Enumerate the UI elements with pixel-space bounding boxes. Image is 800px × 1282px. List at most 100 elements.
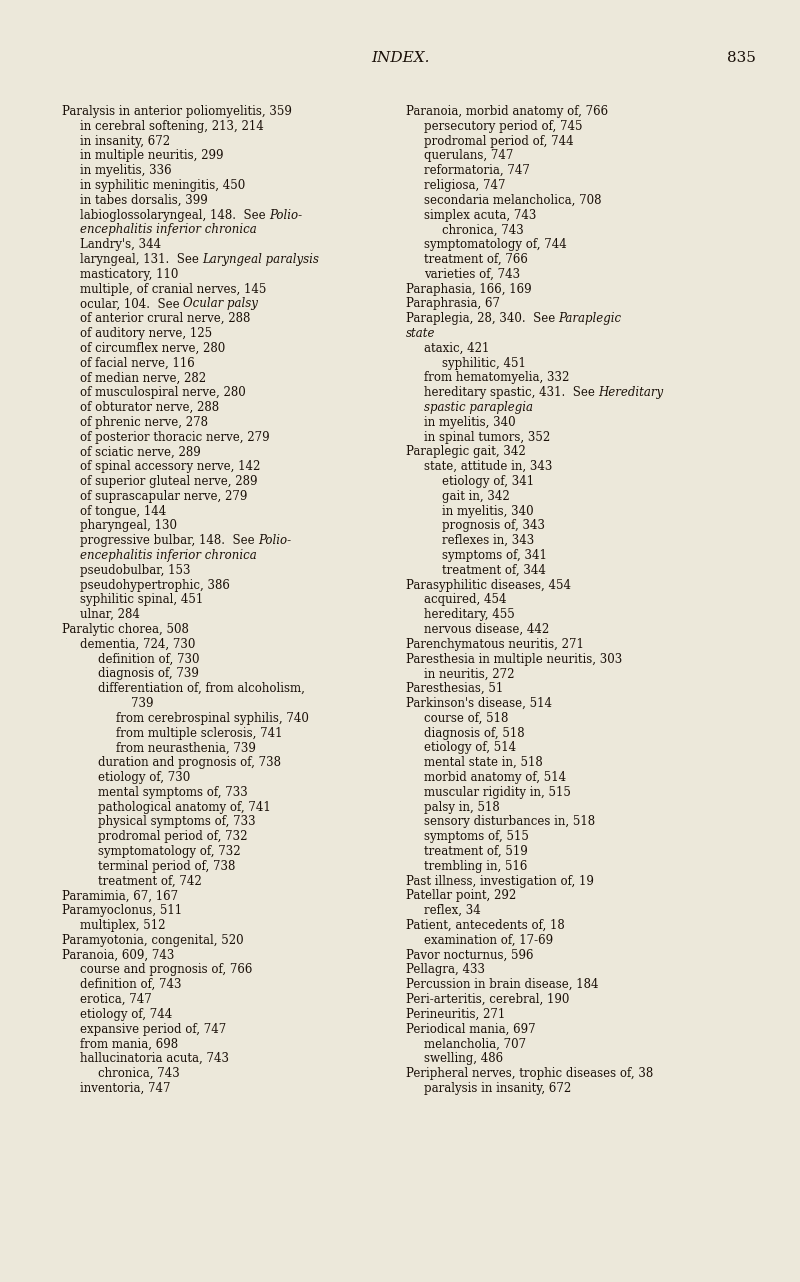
Text: in myelitis, 336: in myelitis, 336 [79, 164, 171, 177]
Text: querulans, 747: querulans, 747 [424, 150, 513, 163]
Text: chronica, 743: chronica, 743 [98, 1067, 179, 1079]
Text: Paresthesias, 51: Paresthesias, 51 [406, 682, 503, 695]
Text: Patient, antecedents of, 18: Patient, antecedents of, 18 [406, 919, 564, 932]
Text: prodromal period of, 744: prodromal period of, 744 [424, 135, 574, 147]
Text: duration and prognosis of, 738: duration and prognosis of, 738 [98, 756, 281, 769]
Text: Paraplegic gait, 342: Paraplegic gait, 342 [406, 445, 526, 459]
Text: Ocular palsy: Ocular palsy [183, 297, 258, 310]
Text: melancholia, 707: melancholia, 707 [424, 1037, 526, 1050]
Text: Paranoia, morbid anatomy of, 766: Paranoia, morbid anatomy of, 766 [406, 105, 608, 118]
Text: of circumflex nerve, 280: of circumflex nerve, 280 [79, 342, 225, 355]
Text: course of, 518: course of, 518 [424, 712, 508, 724]
Text: dementia, 724, 730: dementia, 724, 730 [79, 638, 195, 651]
Text: ataxic, 421: ataxic, 421 [424, 342, 489, 355]
Text: hallucinatoria acuta, 743: hallucinatoria acuta, 743 [79, 1053, 229, 1065]
Text: state: state [406, 327, 435, 340]
Text: Patellar point, 292: Patellar point, 292 [406, 890, 516, 903]
Text: treatment of, 766: treatment of, 766 [424, 253, 527, 265]
Text: Peripheral nerves, trophic diseases of, 38: Peripheral nerves, trophic diseases of, … [406, 1067, 653, 1079]
Text: trembling in, 516: trembling in, 516 [424, 860, 527, 873]
Text: mental state in, 518: mental state in, 518 [424, 756, 542, 769]
Text: of median nerve, 282: of median nerve, 282 [79, 372, 206, 385]
Text: Paranoia, 609, 743: Paranoia, 609, 743 [62, 949, 174, 962]
Text: in insanity, 672: in insanity, 672 [79, 135, 170, 147]
Text: course and prognosis of, 766: course and prognosis of, 766 [79, 963, 252, 977]
Text: symptomatology of, 744: symptomatology of, 744 [424, 238, 566, 251]
Text: Percussion in brain disease, 184: Percussion in brain disease, 184 [406, 978, 598, 991]
Text: mental symptoms of, 733: mental symptoms of, 733 [98, 786, 247, 799]
Text: Paralytic chorea, 508: Paralytic chorea, 508 [62, 623, 189, 636]
Text: Periodical mania, 697: Periodical mania, 697 [406, 1023, 535, 1036]
Text: Pavor nocturnus, 596: Pavor nocturnus, 596 [406, 949, 533, 962]
Text: from multiple sclerosis, 741: from multiple sclerosis, 741 [115, 727, 282, 740]
Text: in tabes dorsalis, 399: in tabes dorsalis, 399 [79, 194, 207, 206]
Text: diagnosis of, 739: diagnosis of, 739 [98, 668, 198, 681]
Text: of suprascapular nerve, 279: of suprascapular nerve, 279 [79, 490, 247, 503]
Text: in myelitis, 340: in myelitis, 340 [442, 505, 534, 518]
Text: labioglossolaryngeal, 148.  See: labioglossolaryngeal, 148. See [79, 209, 269, 222]
Text: of facial nerve, 116: of facial nerve, 116 [79, 356, 194, 369]
Text: acquired, 454: acquired, 454 [424, 594, 506, 606]
Text: from neurasthenia, 739: from neurasthenia, 739 [115, 741, 255, 754]
Text: ocular, 104.  See: ocular, 104. See [79, 297, 183, 310]
Text: religiosa, 747: religiosa, 747 [424, 179, 505, 192]
Text: pathological anatomy of, 741: pathological anatomy of, 741 [98, 800, 270, 814]
Text: encephalitis inferior chronica: encephalitis inferior chronica [79, 549, 256, 562]
Text: terminal period of, 738: terminal period of, 738 [98, 860, 235, 873]
Text: reflex, 34: reflex, 34 [424, 904, 480, 917]
Text: inventoria, 747: inventoria, 747 [79, 1082, 170, 1095]
Text: of obturator nerve, 288: of obturator nerve, 288 [79, 401, 218, 414]
Text: pseudobulbar, 153: pseudobulbar, 153 [79, 564, 190, 577]
Text: expansive period of, 747: expansive period of, 747 [79, 1023, 226, 1036]
Text: simplex acuta, 743: simplex acuta, 743 [424, 209, 536, 222]
Text: chronica, 743: chronica, 743 [442, 223, 523, 236]
Text: Laryngeal paralysis: Laryngeal paralysis [202, 253, 319, 265]
Text: paralysis in insanity, 672: paralysis in insanity, 672 [424, 1082, 571, 1095]
Text: hereditary, 455: hereditary, 455 [424, 608, 514, 622]
Text: diagnosis of, 518: diagnosis of, 518 [424, 727, 524, 740]
Text: Paramyoclonus, 511: Paramyoclonus, 511 [62, 904, 182, 917]
Text: spastic paraplegia: spastic paraplegia [424, 401, 533, 414]
Text: 739: 739 [115, 697, 153, 710]
Text: examination of, 17-69: examination of, 17-69 [424, 933, 553, 947]
Text: state, attitude in, 343: state, attitude in, 343 [424, 460, 552, 473]
Text: Polio-: Polio- [258, 535, 291, 547]
Text: encephalitis inferior chronica: encephalitis inferior chronica [79, 223, 256, 236]
Text: definition of, 743: definition of, 743 [79, 978, 181, 991]
Text: progressive bulbar, 148.  See: progressive bulbar, 148. See [79, 535, 258, 547]
Text: erotica, 747: erotica, 747 [79, 994, 151, 1006]
Text: Paresthesia in multiple neuritis, 303: Paresthesia in multiple neuritis, 303 [406, 653, 622, 665]
Text: prognosis of, 343: prognosis of, 343 [442, 519, 545, 532]
Text: of auditory nerve, 125: of auditory nerve, 125 [79, 327, 212, 340]
Text: INDEX.: INDEX. [370, 51, 430, 65]
Text: symptoms of, 515: symptoms of, 515 [424, 831, 529, 844]
Text: Paraplegic: Paraplegic [558, 313, 622, 326]
Text: gait in, 342: gait in, 342 [442, 490, 510, 503]
Text: Peri-arteritis, cerebral, 190: Peri-arteritis, cerebral, 190 [406, 994, 569, 1006]
Text: treatment of, 344: treatment of, 344 [442, 564, 546, 577]
Text: etiology of, 341: etiology of, 341 [442, 476, 534, 488]
Text: of posterior thoracic nerve, 279: of posterior thoracic nerve, 279 [79, 431, 270, 444]
Text: of phrenic nerve, 278: of phrenic nerve, 278 [79, 415, 208, 428]
Text: multiplex, 512: multiplex, 512 [79, 919, 165, 932]
Text: physical symptoms of, 733: physical symptoms of, 733 [98, 815, 255, 828]
Text: ulnar, 284: ulnar, 284 [79, 608, 139, 622]
Text: Perineuritis, 271: Perineuritis, 271 [406, 1008, 505, 1020]
Text: muscular rigidity in, 515: muscular rigidity in, 515 [424, 786, 570, 799]
Text: of anterior crural nerve, 288: of anterior crural nerve, 288 [79, 313, 250, 326]
Text: syphilitic, 451: syphilitic, 451 [442, 356, 526, 369]
Text: multiple, of cranial nerves, 145: multiple, of cranial nerves, 145 [79, 282, 266, 296]
Text: Pellagra, 433: Pellagra, 433 [406, 963, 485, 977]
Text: in spinal tumors, 352: in spinal tumors, 352 [424, 431, 550, 444]
Text: treatment of, 742: treatment of, 742 [98, 874, 202, 887]
Text: Paraphasia, 166, 169: Paraphasia, 166, 169 [406, 282, 531, 296]
Text: of tongue, 144: of tongue, 144 [79, 505, 166, 518]
Text: Paraphrasia, 67: Paraphrasia, 67 [406, 297, 499, 310]
Text: in myelitis, 340: in myelitis, 340 [424, 415, 515, 428]
Text: etiology of, 514: etiology of, 514 [424, 741, 516, 754]
Text: sensory disturbances in, 518: sensory disturbances in, 518 [424, 815, 594, 828]
Text: palsy in, 518: palsy in, 518 [424, 800, 499, 814]
Text: nervous disease, 442: nervous disease, 442 [424, 623, 549, 636]
Text: etiology of, 730: etiology of, 730 [98, 770, 190, 785]
Text: of spinal accessory nerve, 142: of spinal accessory nerve, 142 [79, 460, 260, 473]
